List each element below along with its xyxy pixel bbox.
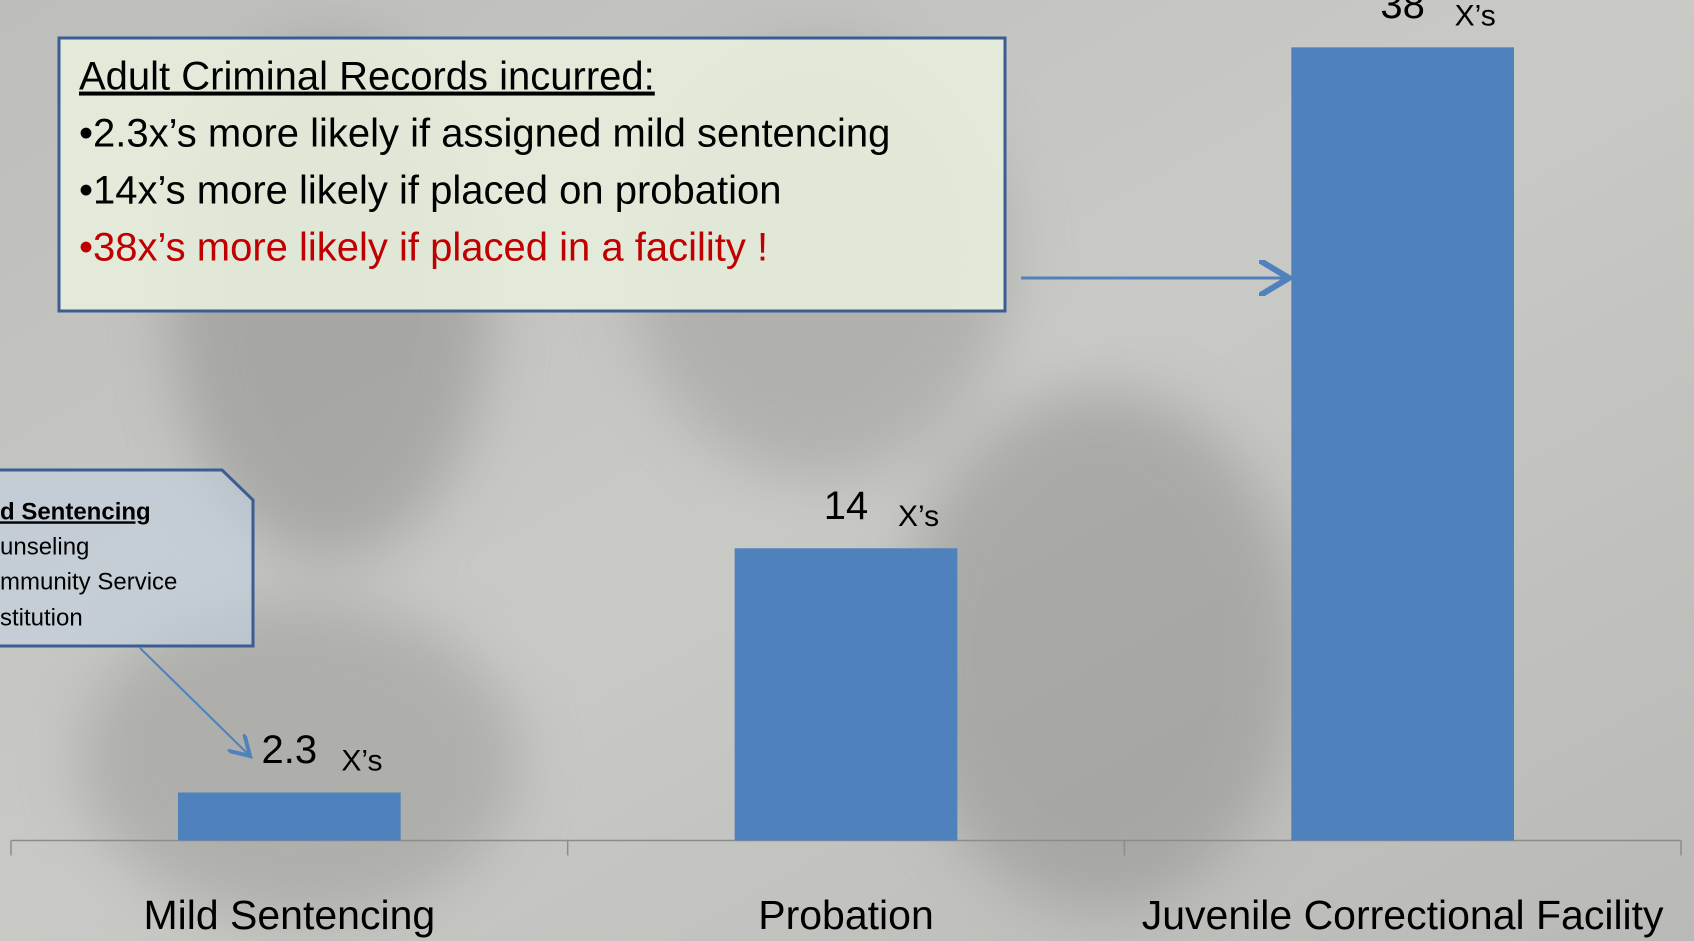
data-label: 2.3 xyxy=(262,728,318,772)
data-label: 14 xyxy=(824,484,869,528)
slide: Adult Criminal Records incurred: •2.3x’s… xyxy=(0,0,1694,941)
callout-title: Adult Criminal Records incurred: xyxy=(79,55,655,99)
bar xyxy=(735,548,958,840)
side-callout-title: d Sentencing xyxy=(0,498,151,525)
x-tick-label: Juvenile Correctional Facility xyxy=(1142,892,1664,938)
data-label: 38 xyxy=(1380,0,1425,27)
data-label-suffix: X’s xyxy=(898,500,939,533)
bar xyxy=(1291,47,1514,840)
side-callout-line: mmunity Service xyxy=(0,568,177,595)
callout-line: •14x’s more likely if placed on probatio… xyxy=(79,169,782,213)
data-label-suffix: X’s xyxy=(341,744,382,777)
side-callout-line: unseling xyxy=(0,533,89,560)
side-callout-line: stitution xyxy=(0,604,83,631)
x-tick-label: Mild Sentencing xyxy=(143,892,435,938)
callout-line: •38x’s more likely if placed in a facili… xyxy=(79,226,768,270)
x-tick-label: Probation xyxy=(758,892,934,938)
data-label-suffix: X’s xyxy=(1455,0,1496,32)
bar xyxy=(178,792,401,840)
callout-line: •2.3x’s more likely if assigned mild sen… xyxy=(79,112,890,156)
